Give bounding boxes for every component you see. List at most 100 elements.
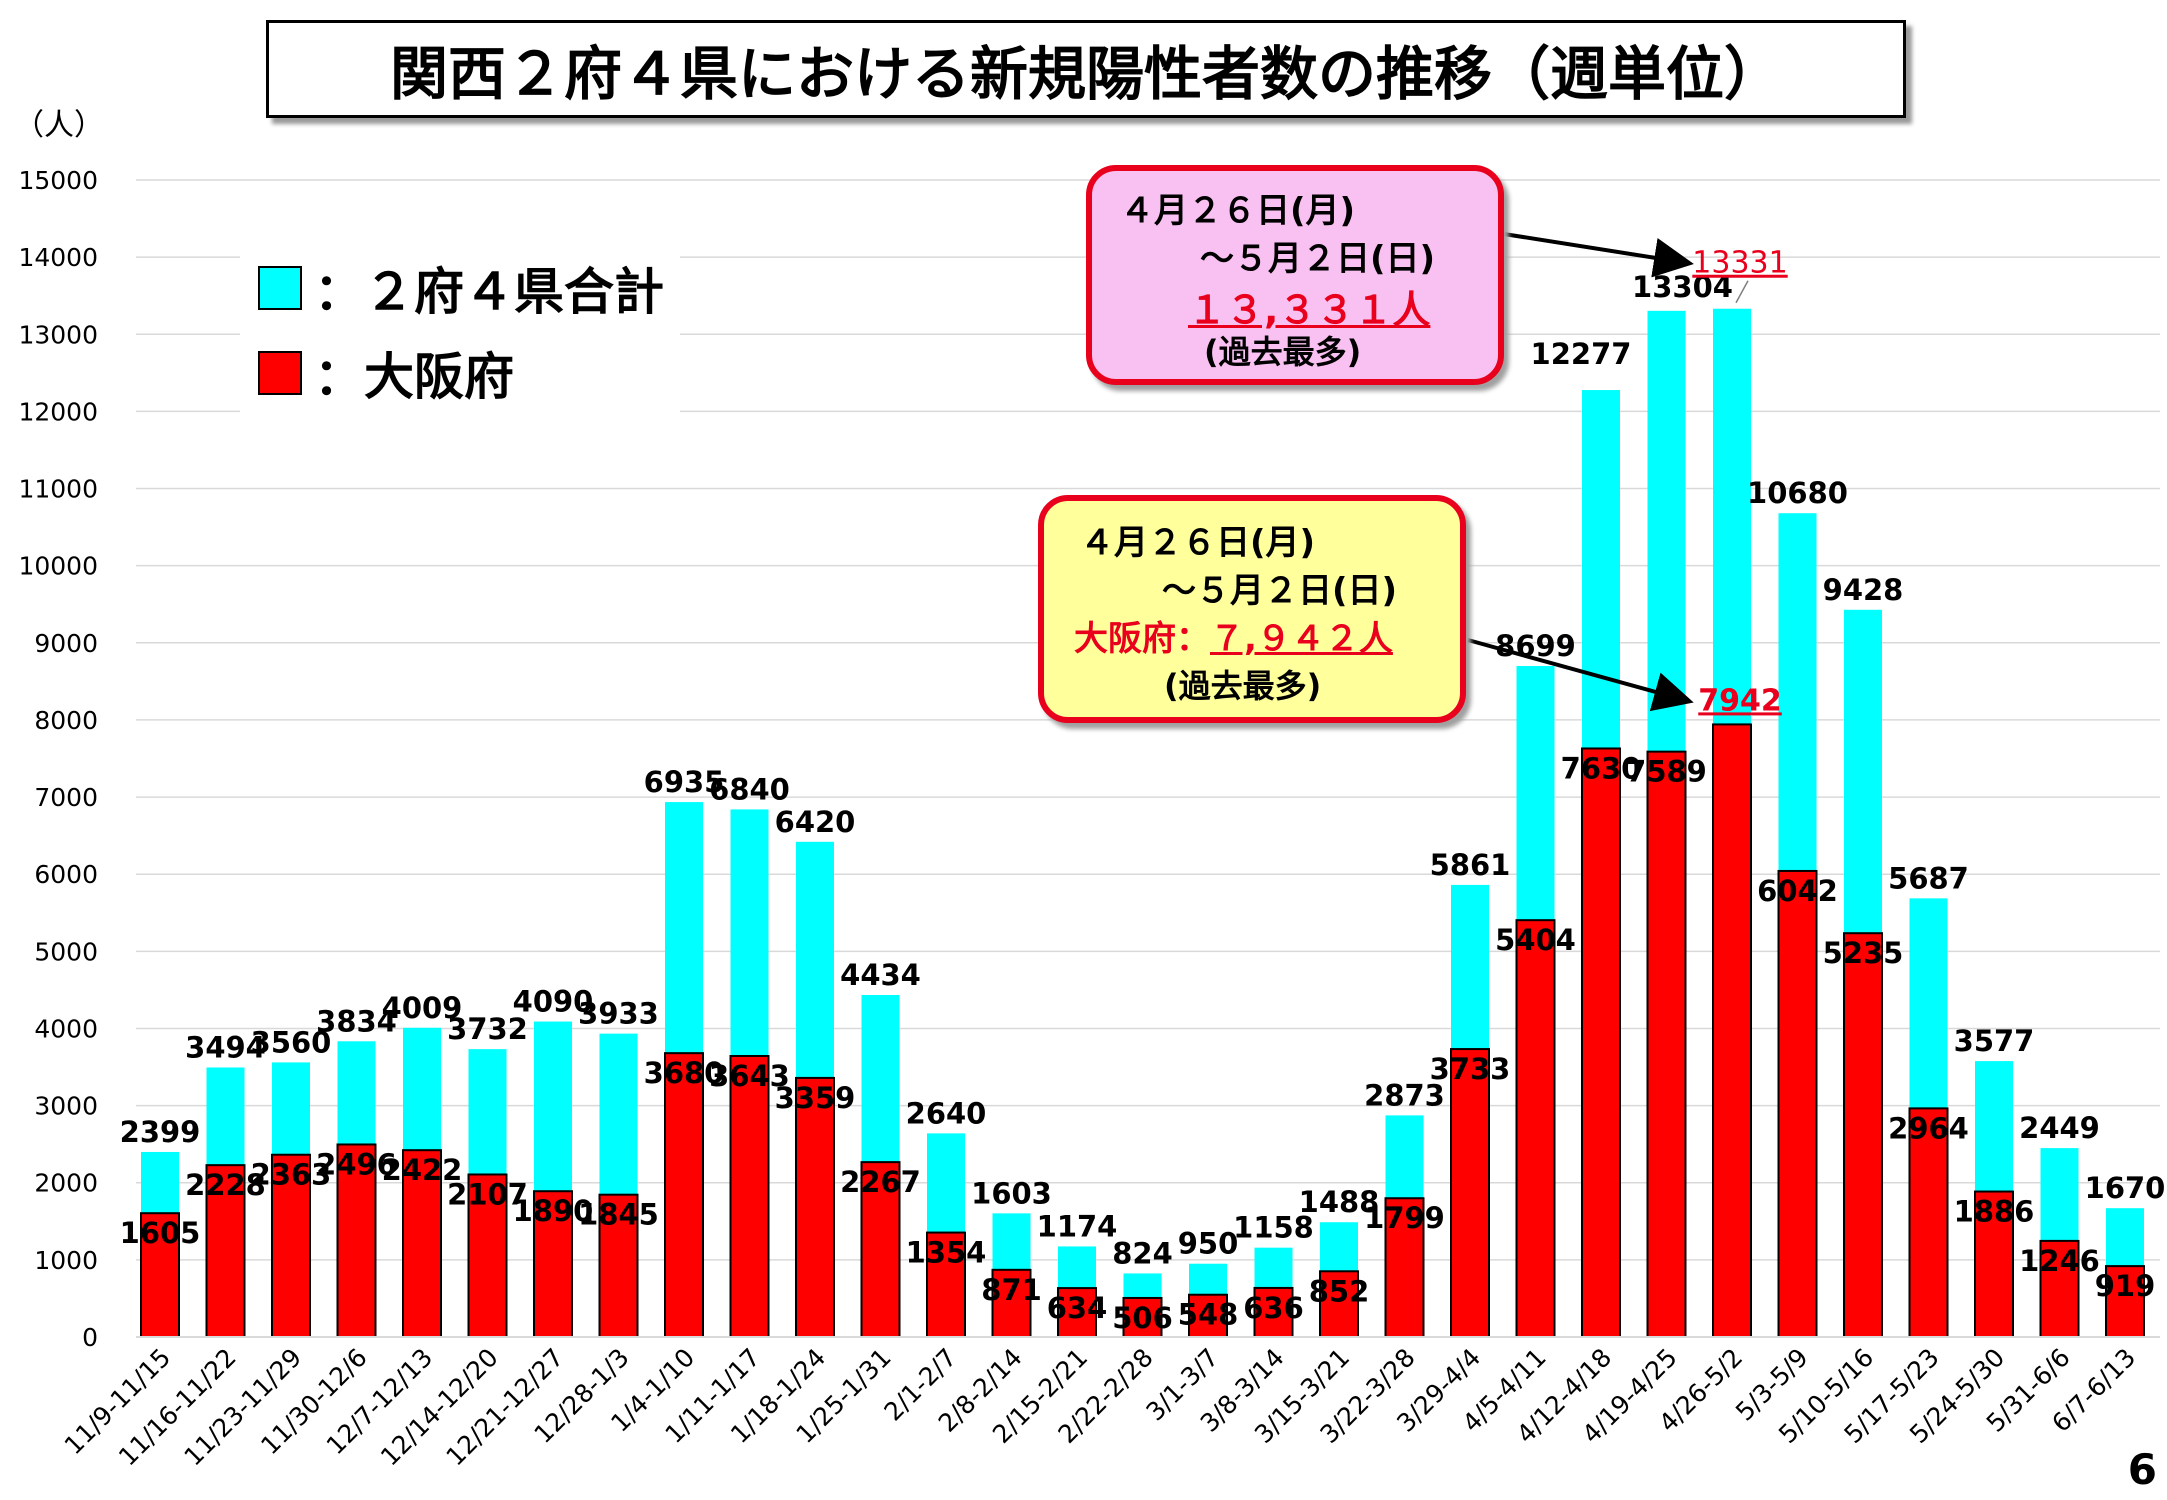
x-axis-ticks: 11/9-11/1511/16-11/2211/23-11/2911/30-12… <box>59 1343 2142 1472</box>
legend-swatch-osaka <box>258 350 302 395</box>
bar-osaka-0 <box>140 1212 180 1339</box>
label-osaka-22: 7630 <box>1561 751 1642 785</box>
label-osaka-21: 5404 <box>1495 923 1576 957</box>
legend-swatch-total <box>258 265 302 310</box>
label-osaka-2: 2363 <box>251 1158 332 1192</box>
label-total-30: 1670 <box>2085 1171 2166 1205</box>
callout-osaka-line4: (過去最多) <box>1164 667 1322 705</box>
bar-osaka-21 <box>1515 919 1556 1338</box>
label-total-10: 6420 <box>775 805 856 839</box>
chart-title: 関西２府４県における新規陽性者数の推移（週単位） <box>266 20 1906 118</box>
callout-total-line1: ４月２６日(月) <box>1120 191 1356 231</box>
label-osaka-11: 2267 <box>840 1165 921 1199</box>
bar-osaka-3 <box>336 1143 377 1339</box>
label-total-4: 4009 <box>382 991 463 1025</box>
callout-osaka-arrow <box>1467 638 1694 712</box>
callout-osaka-peak: ４月２６日(月) ～５月２日(日) 大阪府：７,９４２人 (過去最多) <box>1038 495 1466 723</box>
total-peak-annotation: 13331 <box>1692 246 1787 281</box>
bar-osaka-26 <box>1843 932 1883 1338</box>
callout-arrows <box>1467 232 1749 712</box>
bar-osaka-24 <box>1712 723 1752 1338</box>
y-tick-label: 15000 <box>18 166 98 195</box>
bar-osaka-1 <box>205 1164 246 1339</box>
label-osaka-0: 1605 <box>120 1216 201 1250</box>
label-total-14: 1174 <box>1037 1209 1118 1243</box>
bar-osaka-4 <box>402 1149 442 1339</box>
label-total-29: 2449 <box>2019 1111 2100 1145</box>
bar-osaka-5 <box>467 1173 508 1339</box>
label-total-11: 4434 <box>840 958 921 992</box>
osaka-peak-annotation: 7942 <box>1698 683 1782 718</box>
label-total-18: 1488 <box>1299 1185 1380 1219</box>
bar-osaka-25 <box>1777 869 1818 1338</box>
label-osaka-6: 1890 <box>513 1194 594 1228</box>
label-osaka-26: 5235 <box>1823 936 1904 970</box>
label-total-9: 6840 <box>709 772 790 806</box>
y-tick-label: 8000 <box>34 706 98 735</box>
legend-item-osaka: ：大阪府 <box>240 330 680 415</box>
peak-leader-line <box>1735 280 1749 304</box>
y-tick-label: 4000 <box>34 1014 98 1043</box>
bar-osaka-20 <box>1450 1048 1490 1338</box>
label-total-5: 3732 <box>447 1012 528 1046</box>
label-osaka-25: 6042 <box>1757 874 1838 908</box>
bar-osaka-14 <box>1057 1287 1097 1338</box>
y-tick-label: 2000 <box>34 1169 98 1198</box>
callout-total-line4: (過去最多) <box>1204 333 1362 371</box>
label-osaka-16: 548 <box>1178 1298 1239 1332</box>
label-osaka-4: 2422 <box>382 1153 463 1187</box>
label-osaka-3: 2496 <box>316 1147 397 1181</box>
label-osaka-7: 1845 <box>578 1198 659 1232</box>
y-tick-label: 9000 <box>34 629 98 658</box>
y-tick-label: 6000 <box>34 860 98 889</box>
callout-total-line3: １３,３３１人 <box>1188 288 1431 332</box>
bar-osaka-29 <box>2039 1239 2080 1338</box>
callout-total-arrow <box>1503 232 1694 278</box>
label-total-7: 3933 <box>578 997 659 1031</box>
y-tick-label: 0 <box>82 1323 98 1352</box>
label-osaka-18: 852 <box>1309 1274 1370 1308</box>
bar-osaka-18 <box>1319 1270 1359 1338</box>
y-tick-label: 1000 <box>34 1246 98 1275</box>
y-tick-label: 14000 <box>18 243 98 272</box>
callout-osaka-line3: 大阪府：７,９４２人 <box>1074 611 1393 660</box>
page-number: 6 <box>2127 1445 2157 1494</box>
y-tick-label: 3000 <box>34 1092 98 1121</box>
label-total-1: 3494 <box>185 1030 266 1064</box>
label-total-28: 3577 <box>1954 1024 2035 1058</box>
y-tick-label: 11000 <box>18 475 98 504</box>
callout-total-peak: ４月２６日(月) ～５月２日(日) １３,３３１人 (過去最多) <box>1086 165 1504 385</box>
bar-osaka-2 <box>271 1153 311 1338</box>
bar-osaka-8 <box>664 1052 704 1338</box>
callout-osaka-value: ７,９４２人 <box>1210 619 1393 659</box>
bar-osaka-30 <box>2105 1265 2145 1339</box>
bar-osaka-28 <box>1974 1190 2014 1338</box>
callout-osaka-line2: ～５月２日(日) <box>1162 571 1398 611</box>
label-total-15: 824 <box>1112 1236 1173 1270</box>
label-total-13: 1603 <box>971 1176 1052 1210</box>
label-osaka-23: 7589 <box>1626 755 1707 789</box>
label-osaka-30: 919 <box>2095 1269 2156 1303</box>
label-osaka-19: 1799 <box>1364 1201 1445 1235</box>
label-osaka-8: 3680 <box>644 1056 725 1090</box>
bar-osaka-10 <box>795 1076 835 1339</box>
label-total-2: 3560 <box>251 1025 332 1059</box>
label-osaka-15: 506 <box>1112 1301 1173 1335</box>
label-osaka-13: 871 <box>981 1273 1042 1307</box>
label-total-17: 1158 <box>1233 1211 1314 1245</box>
y-tick-label: 12000 <box>18 397 98 426</box>
label-osaka-5: 2107 <box>447 1177 528 1211</box>
label-osaka-10: 3359 <box>775 1081 856 1115</box>
y-axis-unit: （人） <box>14 108 104 143</box>
bar-osaka-13 <box>991 1268 1032 1339</box>
bar-osaka-9 <box>729 1055 770 1339</box>
label-total-20: 5861 <box>1430 848 1511 882</box>
legend: ：２府４県合計 ：大阪府 <box>240 245 680 415</box>
label-total-6: 4090 <box>513 985 594 1019</box>
label-osaka-1: 2228 <box>185 1168 266 1202</box>
callout-total-line2: ～５月２日(日) <box>1200 239 1436 279</box>
osaka-bars <box>140 723 2145 1339</box>
